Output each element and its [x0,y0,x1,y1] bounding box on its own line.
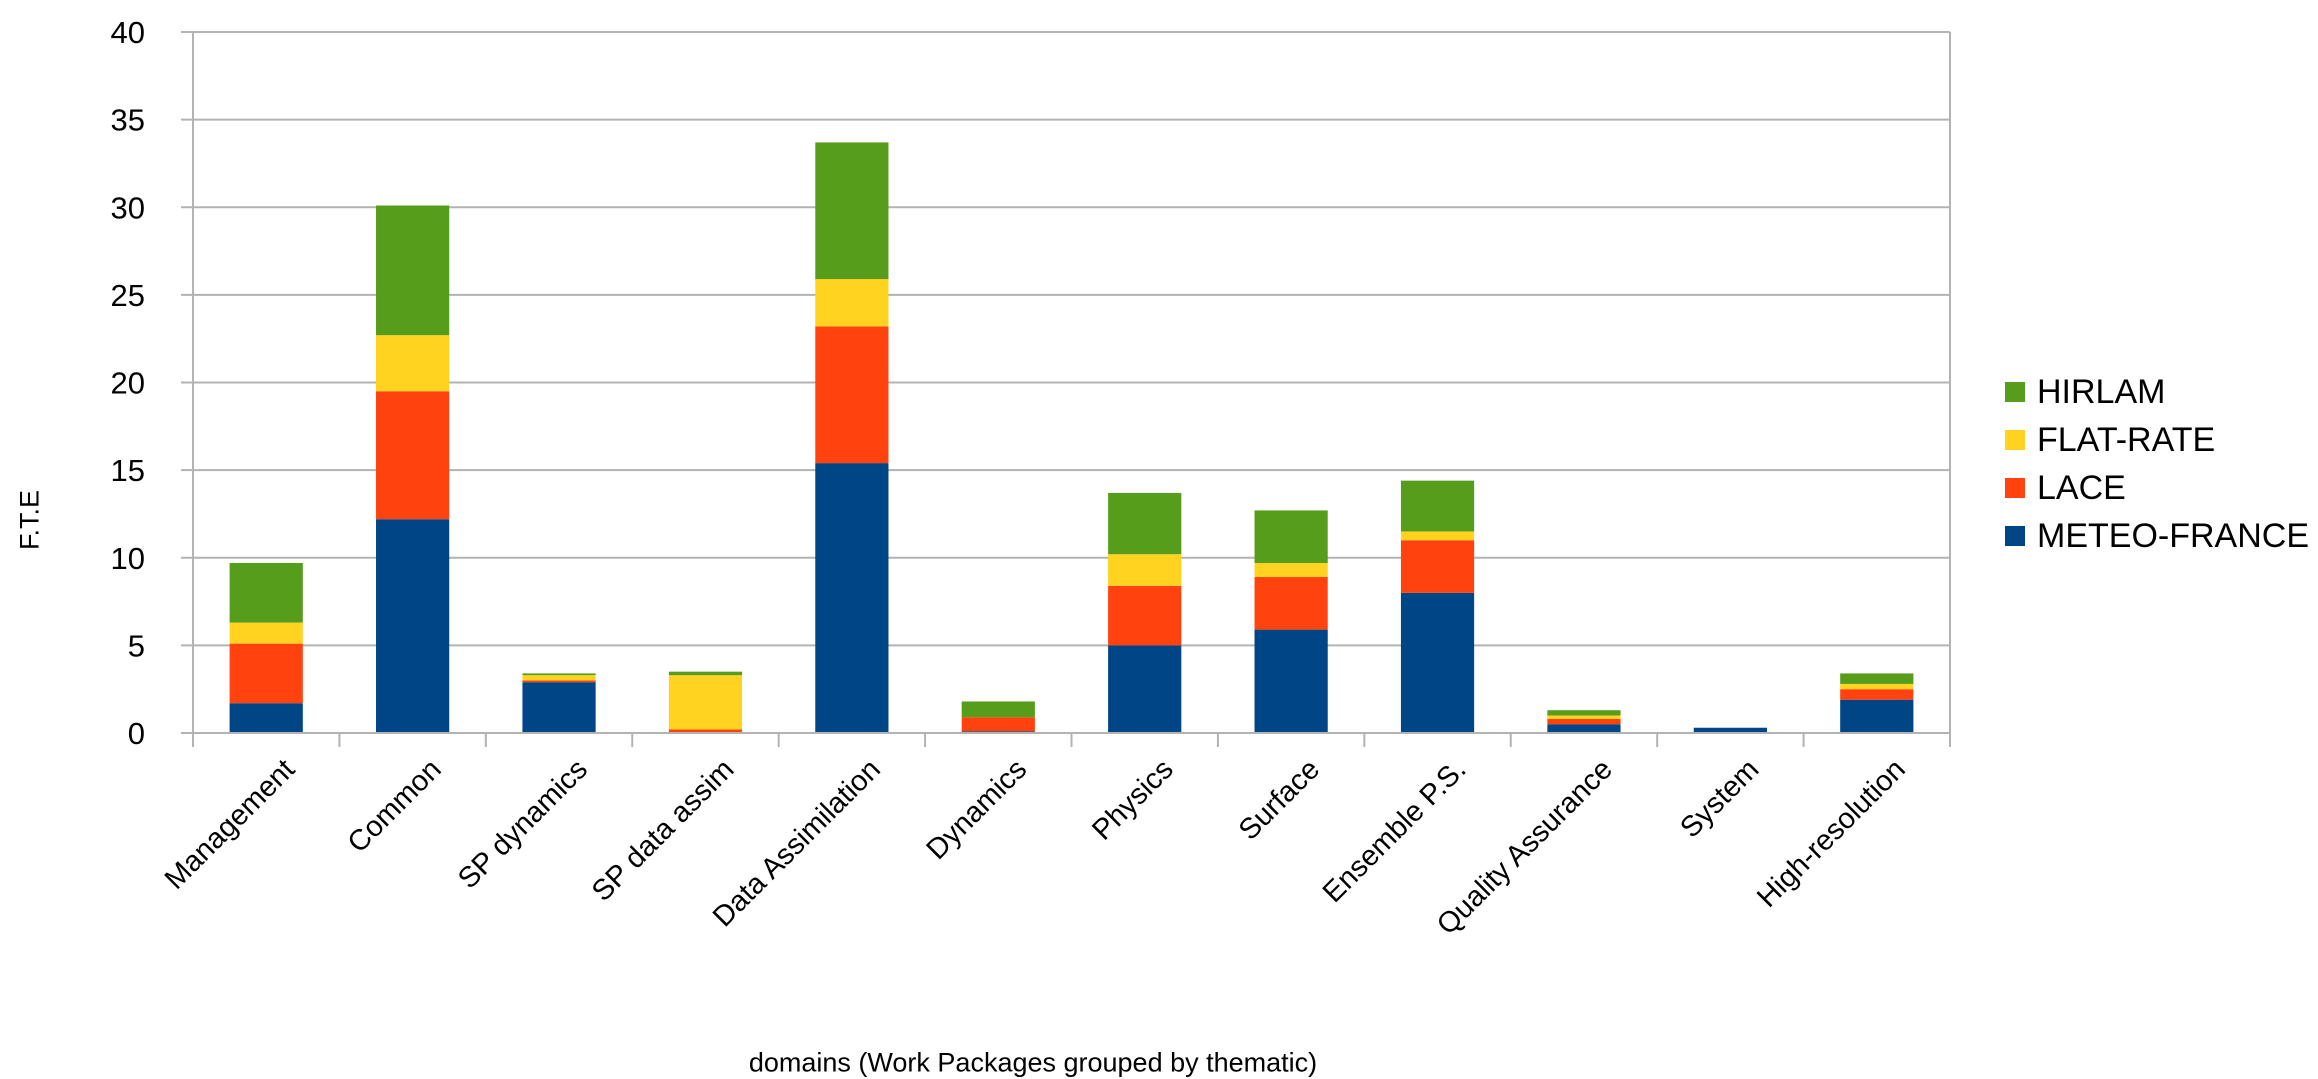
bar-segment [522,675,596,681]
gridlines [193,31,1950,734]
y-tick-label: 30 [111,190,145,225]
bar-segment [815,326,889,464]
bar-segment [229,643,303,704]
y-tick-label: 10 [111,541,145,576]
x-tick-label: Management [159,753,301,895]
y-tick-label: 0 [128,716,145,751]
bar-segment [229,703,303,733]
bar-segment [961,701,1035,718]
bar-segment [376,519,450,733]
x-tick-label: Physics [1086,753,1179,846]
legend: HIRLAM FLAT-RATE LACE METEO-FRANCE [2005,368,2309,560]
bar-segment [961,717,1035,732]
legend-item: HIRLAM [2005,368,2309,416]
bar-segment [376,205,450,336]
bar-segment [376,335,450,392]
bar-segment [1108,645,1182,733]
bar-segment [668,675,743,730]
x-tick-label: Common [342,753,448,859]
bar-segment [1108,554,1182,586]
bar-segment [1547,710,1621,716]
legend-item: LACE [2005,464,2309,512]
legend-swatch [2005,478,2025,498]
bar-segment [1840,689,1914,700]
bar-segment [229,622,303,644]
bar-segment [1693,727,1767,733]
y-axis-ticks: 0 5 10 15 20 25 30 35 40 [111,15,193,751]
legend-label: METEO-FRANCE [2037,516,2309,555]
x-tick-label: System [1674,753,1765,844]
x-tick-label: High-resolution [1751,753,1912,914]
bar-segment [376,391,450,520]
legend-swatch [2005,526,2025,546]
y-tick-label: 20 [111,366,145,401]
bar-segment [1254,510,1328,564]
bar-segment [1400,540,1475,593]
bar-segment [1547,718,1621,725]
bar-segment [815,279,889,327]
legend-item: METEO-FRANCE [2005,512,2309,560]
y-tick-label: 35 [111,103,145,138]
bar-segment [1254,577,1328,630]
legend-swatch [2005,430,2025,450]
bars [229,142,1914,733]
y-axis-title: F.T.E [14,489,45,551]
bar-segment [1400,531,1475,541]
legend-label: FLAT-RATE [2037,420,2216,459]
bar-segment [522,673,596,676]
legend-item: FLAT-RATE [2005,416,2309,464]
legend-label: HIRLAM [2037,372,2166,411]
y-tick-label: 25 [111,278,145,313]
x-tick-label: SP dynamics [452,753,594,895]
y-tick-label: 15 [111,453,145,488]
bar-segment [1254,563,1328,578]
bar-segment [815,463,889,733]
bar-segment [1400,592,1475,733]
x-tick-label: Surface [1233,753,1326,846]
x-axis-title: domains (Work Packages grouped by themat… [748,1047,1318,1078]
bar-segment [522,682,596,733]
bar-segment [1840,683,1914,690]
bar-segment [1840,699,1914,733]
bar-segment [1254,629,1328,733]
legend-swatch [2005,382,2025,402]
bar-segment [1400,480,1475,532]
bar-segment [668,729,743,733]
bar-segment [229,563,303,623]
x-tick-label: Ensemble P.S. [1317,753,1473,909]
bar-segment [815,142,889,280]
y-tick-label: 5 [128,628,145,663]
legend-label: LACE [2037,468,2126,507]
bar-segment [668,671,743,676]
bar-segment [1840,673,1914,684]
x-tick-label: Dynamics [921,753,1034,866]
bar-segment [1547,715,1621,719]
x-tick-label: SP data assim [586,753,740,907]
bar-segment [522,680,596,683]
bar-segment [1108,492,1182,555]
bar-segment [1547,724,1621,733]
y-tick-label: 40 [111,15,145,50]
bar-segment [1108,585,1182,646]
